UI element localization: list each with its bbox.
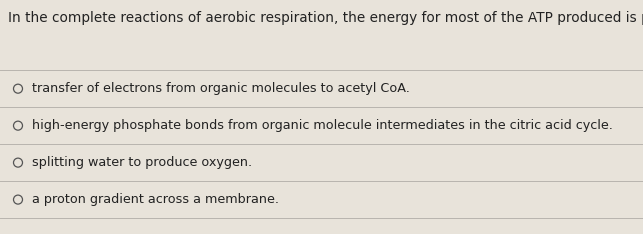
Text: high-energy phosphate bonds from organic molecule intermediates in the citric ac: high-energy phosphate bonds from organic… xyxy=(32,119,613,132)
Text: transfer of electrons from organic molecules to acetyl CoA.: transfer of electrons from organic molec… xyxy=(32,82,410,95)
Text: In the complete reactions of aerobic respiration, the energy for most of the ATP: In the complete reactions of aerobic res… xyxy=(8,11,643,25)
Text: splitting water to produce oxygen.: splitting water to produce oxygen. xyxy=(32,156,252,169)
Text: a proton gradient across a membrane.: a proton gradient across a membrane. xyxy=(32,193,279,206)
